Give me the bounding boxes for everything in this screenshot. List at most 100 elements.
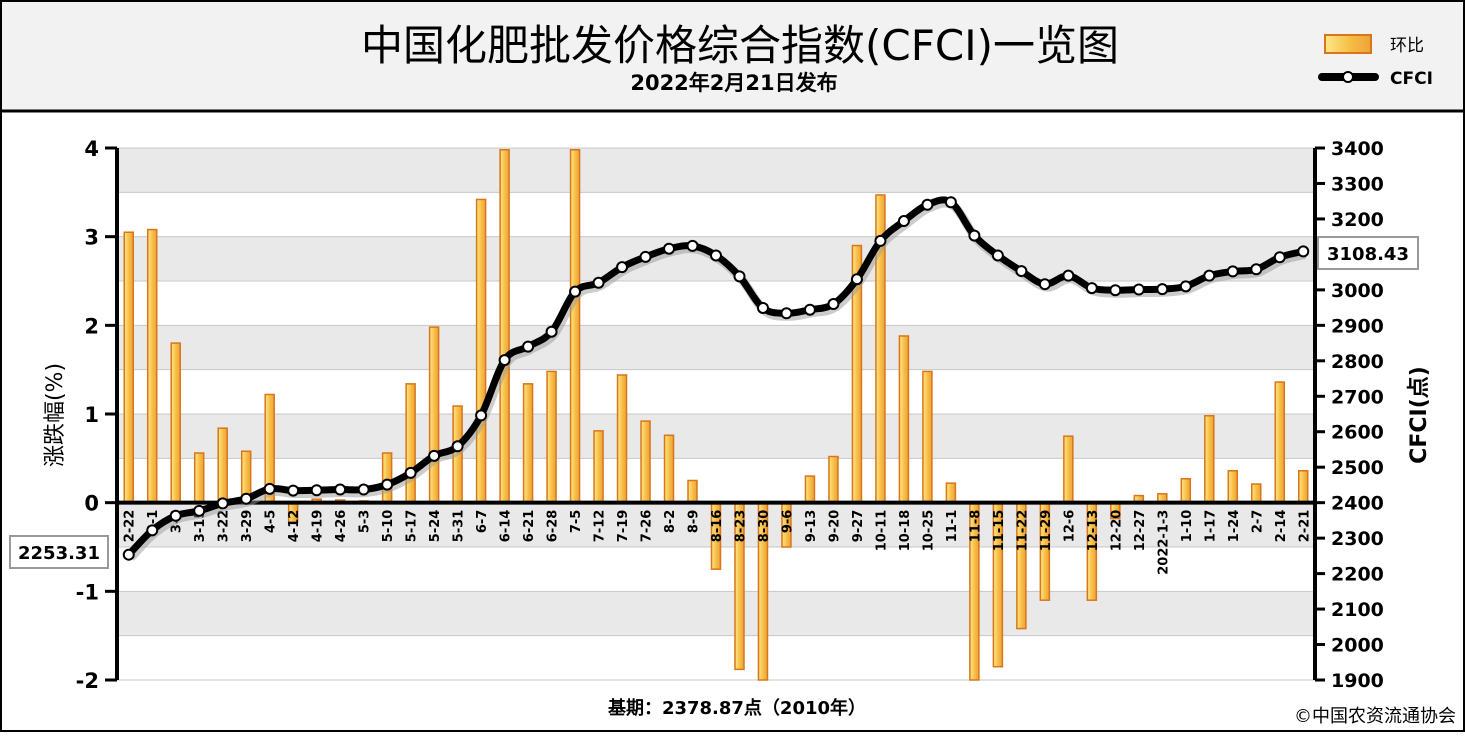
legend-bar-swatch <box>1324 34 1372 54</box>
x-tick-label: 5-24 <box>428 510 443 543</box>
x-tick-label: 6-14 <box>499 510 514 543</box>
x-tick-label: 9-6 <box>780 510 795 533</box>
legend: 环比 CFCI <box>1318 34 1433 89</box>
x-tick-label: 9-13 <box>804 510 819 543</box>
bar <box>123 231 134 504</box>
y-tick-label-right: 2500 <box>1331 457 1384 479</box>
cfci-point <box>686 239 699 252</box>
copyright-note: ©中国农资流通协会 <box>1294 706 1456 727</box>
y-tick-label-right: 2000 <box>1331 635 1384 657</box>
bar <box>1063 435 1074 504</box>
bar <box>593 430 604 504</box>
x-tick-label: 2-21 <box>1297 510 1312 543</box>
cfci-point <box>897 215 910 228</box>
cfci-point <box>1297 245 1310 258</box>
cfci-point <box>193 504 206 517</box>
bar <box>1227 469 1239 504</box>
cfci-point <box>639 250 652 263</box>
header-band <box>2 2 1463 110</box>
cfci-point <box>357 483 370 496</box>
y-tick-label-right: 3000 <box>1331 280 1384 302</box>
x-tick-label: 8-30 <box>757 510 772 543</box>
y-tick-label-left: -2 <box>76 669 99 693</box>
x-tick-label: 8-2 <box>663 510 678 533</box>
callout-end-value: 3108.43 <box>1327 244 1409 265</box>
x-tick-label: 6-21 <box>522 510 537 543</box>
bar <box>217 427 228 504</box>
callout-start-value: 2253.31 <box>18 543 100 564</box>
cfci-point <box>498 354 511 367</box>
background-band <box>117 325 1315 370</box>
x-tick-label: 2-22 <box>123 510 138 543</box>
bar <box>945 482 957 504</box>
bar <box>898 335 910 504</box>
x-tick-label: 2-14 <box>1274 510 1289 543</box>
x-tick-label: 3-22 <box>217 510 232 543</box>
x-tick-label: 2022-1-3 <box>1156 510 1171 575</box>
bar <box>1251 483 1262 504</box>
cfci-point <box>475 409 488 422</box>
cfci-point <box>1179 280 1192 293</box>
y-tick-label-right: 2900 <box>1331 315 1384 337</box>
y-tick-label-right: 2800 <box>1331 351 1384 373</box>
x-tick-label: 7-5 <box>569 510 584 533</box>
bar <box>1274 381 1286 504</box>
y-tick-label-right: 3400 <box>1331 138 1384 160</box>
cfci-point <box>545 325 558 338</box>
legend-bar-label: 环比 <box>1390 36 1424 56</box>
background-band <box>117 148 1315 193</box>
x-tick-label: 12-13 <box>1086 510 1101 552</box>
cfci-point <box>451 440 464 453</box>
x-tick-label: 3-29 <box>240 510 255 543</box>
legend-line-label: CFCI <box>1390 69 1433 89</box>
cfci-point <box>1038 278 1051 291</box>
y-tick-label-right: 2600 <box>1331 422 1384 444</box>
cfci-point <box>1250 263 1263 276</box>
callout-start-box <box>9 535 109 569</box>
y-tick-label-right: 2300 <box>1331 528 1384 550</box>
cfci-point <box>287 484 300 497</box>
cfci-point <box>1156 283 1169 296</box>
cfci-point <box>1015 265 1028 278</box>
cfci-point <box>146 524 159 537</box>
x-tick-label: 9-20 <box>827 510 842 543</box>
y-tick-label-left: 3 <box>84 226 99 250</box>
cfci-point <box>733 270 746 283</box>
x-tick-label: 5-31 <box>452 510 467 543</box>
bar <box>522 383 534 504</box>
axes <box>105 146 1325 682</box>
x-tick-label: 5-17 <box>405 510 420 543</box>
y-tick-label-left: 1 <box>84 403 99 427</box>
value-callouts: 2253.31 3108.43 <box>9 236 1419 569</box>
y-tick-label-right: 2400 <box>1331 493 1384 515</box>
cfci-point <box>122 548 135 561</box>
cfci-point <box>874 234 887 247</box>
cfci-point <box>381 478 394 491</box>
x-tick-label: 11-1 <box>945 510 960 543</box>
background-band <box>117 591 1315 636</box>
cfci-point <box>1203 269 1216 282</box>
cfci-point <box>968 229 981 242</box>
cfci-point <box>310 484 323 497</box>
cfci-point <box>1109 284 1122 297</box>
bar <box>1180 477 1192 504</box>
y-tick-label-right: 1900 <box>1331 670 1384 692</box>
y-tick-label-right: 2100 <box>1331 599 1384 621</box>
cfci-point <box>944 196 957 209</box>
y-tick-label-right: 3300 <box>1331 173 1384 195</box>
x-tick-label: 4-19 <box>311 510 326 543</box>
cfci-point <box>569 285 582 298</box>
x-tick-label: 8-9 <box>687 510 702 533</box>
cfci-point <box>663 242 676 255</box>
cfci-point <box>1085 282 1098 295</box>
x-tick-label: 1-10 <box>1180 510 1195 543</box>
x-tick-label: 2-7 <box>1250 510 1265 533</box>
x-tick-label: 10-25 <box>921 510 936 552</box>
y-tick-label-left: 2 <box>84 314 99 338</box>
bar <box>828 455 839 504</box>
background-band <box>117 414 1315 459</box>
x-tick-label: 5-3 <box>358 510 373 533</box>
x-tick-label: 6-28 <box>546 510 561 543</box>
